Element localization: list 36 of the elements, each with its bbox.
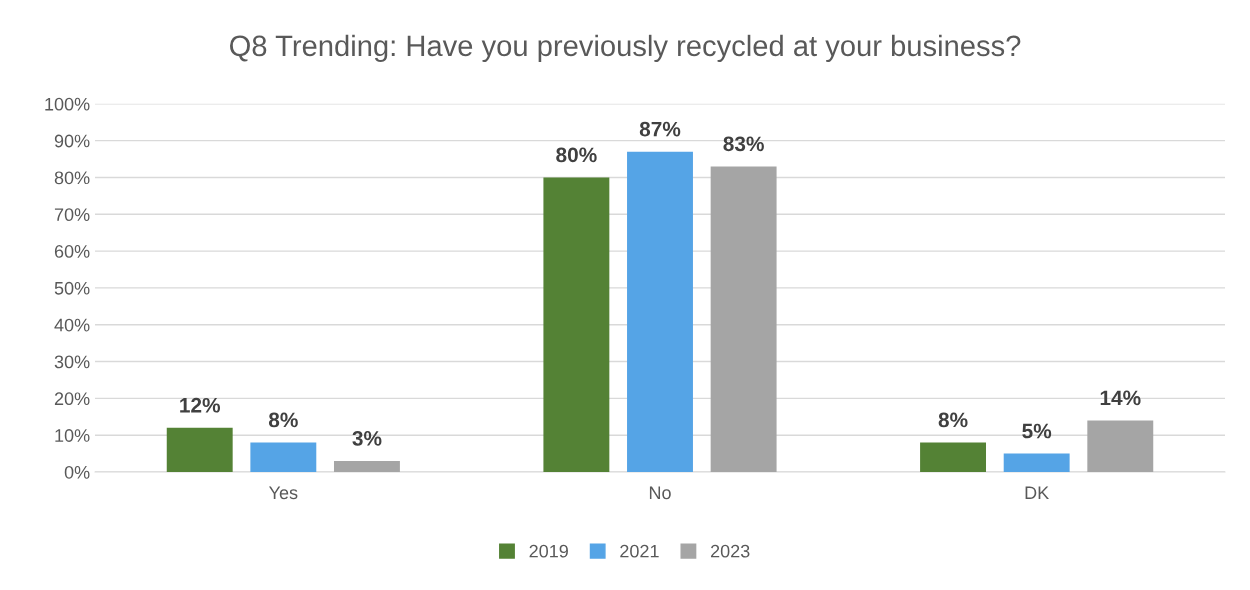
y-tick-label: 80% — [54, 171, 90, 185]
x-tick-label: Yes — [269, 486, 298, 500]
y-tick-label: 40% — [54, 318, 90, 332]
bar — [1003, 453, 1070, 472]
y-tick-label: 60% — [54, 245, 90, 258]
legend-label: 2021 — [620, 544, 659, 558]
y-tick-label: 30% — [54, 355, 90, 369]
y-tick-label: 20% — [54, 392, 90, 406]
data-label: 80% — [556, 147, 597, 163]
y-tick-label: 70% — [54, 208, 90, 222]
y-tick-label: 0% — [64, 465, 90, 479]
x-tick-label: DK — [1025, 486, 1049, 499]
y-tick-label: 50% — [54, 281, 90, 295]
bar — [920, 442, 986, 472]
y-tick-label: 10% — [55, 429, 90, 442]
data-label: 14% — [1100, 390, 1141, 406]
bar — [166, 427, 233, 472]
bar — [334, 460, 400, 472]
data-label: 5% — [1022, 423, 1052, 439]
x-tick-label: No — [649, 486, 671, 500]
y-tick-label: 100% — [45, 97, 90, 111]
data-label: 12% — [180, 397, 221, 413]
bar — [627, 151, 693, 472]
bar — [543, 177, 610, 472]
legend-label: 2019 — [529, 544, 568, 558]
legend-label: 2023 — [710, 544, 750, 558]
data-label: 83% — [723, 136, 764, 152]
bar — [710, 166, 777, 472]
data-label: 3% — [352, 430, 382, 446]
chart-title: Q8 Trending: Have you previously recycled at your business? — [230, 34, 1021, 62]
y-tick-label: 90% — [54, 134, 90, 148]
bar — [250, 442, 317, 472]
data-label: 8% — [268, 412, 298, 428]
bar — [1087, 420, 1154, 472]
data-label: 87% — [639, 121, 681, 137]
data-label: 8% — [938, 412, 968, 428]
